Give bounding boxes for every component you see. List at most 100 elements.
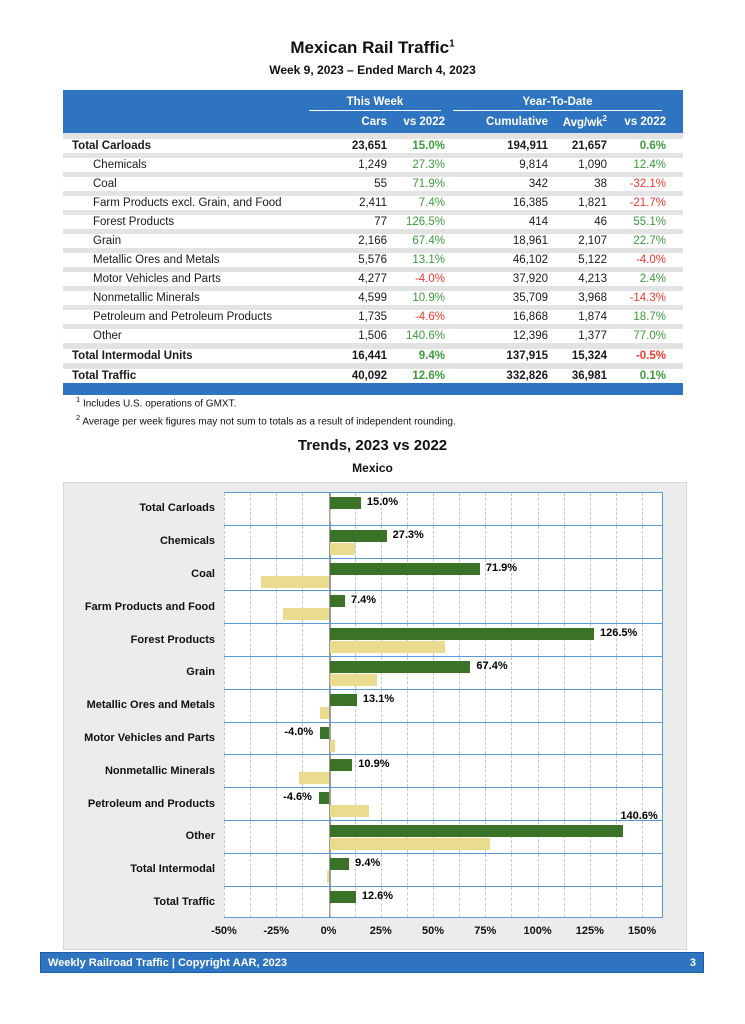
table-body: Total Carloads 23,651 15.0% 194,911 21,657 0.…: [63, 133, 683, 383]
table-row: Grain 2,166 67.4% 18,961 2,107 22.7%: [63, 229, 683, 248]
cell-cumulative: 12,396: [512, 330, 548, 342]
bar-value-label: -4.0%: [284, 725, 314, 738]
cell-cumulative: 46,102: [512, 254, 548, 266]
cell-ytd-vs-2022: -14.3%: [629, 292, 666, 304]
cell-cars-vs-2022: 140.6%: [405, 330, 445, 342]
gridline: [589, 591, 591, 624]
gridline: [537, 525, 539, 558]
gridline: [302, 493, 304, 525]
cell-cumulative: 194,911: [507, 140, 548, 152]
bar-area: 9.4%: [224, 852, 663, 886]
gridline: [537, 558, 539, 591]
gridline: [250, 624, 252, 656]
cell-cars: 4,277: [358, 273, 387, 285]
gridline: [589, 886, 591, 918]
x-tick: 150%: [628, 925, 657, 938]
gridline: [563, 886, 565, 918]
chart-row: Motor Vehicles and Parts -4.0%: [64, 721, 686, 755]
gridline: [433, 788, 435, 820]
x-tick: 25%: [369, 925, 392, 938]
gridline: [459, 755, 461, 788]
gridline: [537, 886, 539, 918]
gridline: [250, 788, 252, 820]
gridline: [485, 788, 487, 820]
category-label: Total Carloads: [139, 502, 215, 515]
bar-area: 10.9%: [224, 754, 663, 788]
gridline: [459, 886, 461, 918]
gridline: [563, 656, 565, 689]
cell-cars: 2,166: [358, 235, 387, 247]
x-axis: -50% -25% 0% 25% 50% 75% 100% 125% 150%: [211, 918, 663, 944]
cell-ytd-vs-2022: 22.7%: [633, 235, 666, 247]
page-subtitle: Week 9, 2023 – Ended March 4, 2023: [269, 63, 476, 77]
gridline: [537, 493, 539, 525]
gridline: [380, 591, 382, 624]
bar-value-label: 140.6%: [620, 809, 658, 822]
gridline: [615, 558, 617, 591]
gridline: [250, 493, 252, 525]
trends-chart: This Week Year-To-Date Total Carloads15.…: [63, 482, 687, 950]
gridline: [563, 755, 565, 788]
gridline: [433, 853, 435, 886]
category-label: Motor Vehicles and Parts: [84, 731, 215, 744]
gridline: [642, 689, 644, 722]
cell-cars: 5,576: [358, 254, 387, 266]
gridline: [250, 886, 252, 918]
gridline: [537, 755, 539, 788]
cell-ytd-vs-2022: 0.1%: [639, 370, 666, 382]
gridline: [642, 788, 644, 820]
cell-cars: 55: [374, 178, 387, 190]
cell-cars-vs-2022: -4.6%: [414, 311, 445, 323]
gridline: [485, 689, 487, 722]
cell-cars-vs-2022: 71.9%: [412, 178, 445, 190]
cell-cars: 23,651: [351, 140, 387, 152]
gridline: [589, 558, 591, 591]
gridline: [276, 755, 278, 788]
traffic-table: This Week Year-To-Date Cars vs 2022 Cumu…: [63, 90, 683, 395]
category-label: Coal: [191, 567, 215, 580]
gridline: [563, 689, 565, 722]
gridline: [302, 656, 304, 689]
bar-area: -4.6%: [224, 787, 663, 820]
cell-cars: 1,506: [358, 330, 387, 342]
gridline: [354, 755, 356, 788]
cell-ytd-vs-2022: -21.7%: [629, 197, 666, 209]
bar-year-to-date: [283, 608, 329, 621]
cell-cars: 4,599: [358, 292, 387, 304]
cell-commodity: Total Carloads: [72, 140, 152, 152]
chart-row: Total Carloads 15.0%: [64, 492, 686, 525]
cell-cars: 77: [374, 216, 387, 228]
gridline: [354, 722, 356, 755]
table-row: Total Traffic 40,092 12.6% 332,826 36,981 0.1…: [63, 363, 683, 383]
gridline: [224, 755, 225, 788]
cell-cars-vs-2022: 12.6%: [412, 370, 445, 382]
footnote-2: 2 Average per week figures may not sum t…: [76, 413, 456, 428]
footnote-1: 1 Includes U.S. operations of GMXT.: [76, 395, 237, 410]
cell-ytd-vs-2022: -0.5%: [635, 350, 666, 362]
gridline: [485, 886, 487, 918]
cell-cumulative: 35,709: [512, 292, 548, 304]
bar-year-to-date: [329, 805, 369, 818]
gridline: [615, 525, 617, 558]
x-tick: 100%: [523, 925, 552, 938]
gridline: [224, 591, 225, 624]
cell-avg-wk: 1,090: [578, 159, 607, 171]
x-tick: -50%: [211, 925, 237, 938]
gridline: [589, 689, 591, 722]
gridline: [589, 493, 591, 525]
gridline: [276, 853, 278, 886]
cell-commodity: Nonmetallic Minerals: [93, 292, 200, 304]
cell-avg-wk: 46: [594, 216, 607, 228]
gridline: [380, 722, 382, 755]
cell-cumulative: 342: [528, 178, 548, 190]
column-header-cumulative: Cumulative: [486, 115, 548, 128]
cell-commodity: Metallic Ores and Metals: [93, 254, 220, 266]
bar-area: 12.6%: [224, 885, 663, 919]
gridline: [642, 820, 644, 853]
gridline: [511, 525, 513, 558]
table-row: Motor Vehicles and Parts 4,277 -4.0% 37,920…: [63, 267, 683, 286]
gridline: [276, 558, 278, 591]
bar-this-week: [329, 857, 350, 870]
category-label: Grain: [186, 666, 215, 679]
gridline: [459, 788, 461, 820]
